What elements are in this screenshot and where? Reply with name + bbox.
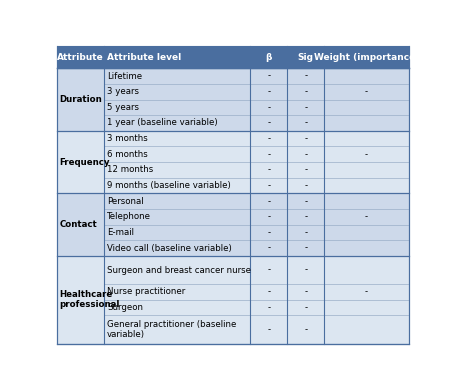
Text: Sig: Sig [298,53,314,62]
Text: Attribute: Attribute [57,53,104,62]
Text: -: - [304,181,307,190]
Text: -: - [304,228,307,237]
Bar [57,225,409,240]
Text: 6 months: 6 months [107,150,148,159]
Text: 9 months (baseline variable): 9 months (baseline variable) [107,181,231,190]
Text: -: - [304,197,307,206]
Text: -: - [304,150,307,159]
Bar [57,100,409,115]
Text: 12 months: 12 months [107,165,153,174]
Text: Healthcare
professional: Healthcare professional [59,290,119,310]
Text: -: - [365,87,368,96]
Text: Frequency: Frequency [59,157,110,167]
Bar [57,300,409,315]
Bar [57,178,409,193]
Text: -: - [267,134,270,143]
Text: -: - [304,244,307,252]
Text: 3 years: 3 years [107,87,139,96]
Text: -: - [267,165,270,174]
Bar [57,68,409,84]
Bar [57,284,409,300]
Text: -: - [304,303,307,312]
Bar [57,131,409,146]
Text: Weight (importance): Weight (importance) [314,53,419,62]
Text: -: - [267,119,270,127]
Text: -: - [267,71,270,81]
Bar [57,240,409,256]
Text: -: - [304,87,307,96]
Text: Lifetime: Lifetime [107,71,142,81]
Text: -: - [267,181,270,190]
Text: -: - [267,228,270,237]
Text: -: - [304,165,307,174]
Text: -: - [267,325,270,334]
Bar [57,115,409,131]
Text: -: - [267,212,270,221]
Bar [57,315,409,344]
Text: Nurse practitioner: Nurse practitioner [107,288,185,296]
Text: -: - [304,103,307,112]
Text: -: - [267,266,270,274]
Text: General practitioner (baseline
variable): General practitioner (baseline variable) [107,320,237,339]
Text: -: - [304,119,307,127]
Text: Video call (baseline variable): Video call (baseline variable) [107,244,232,252]
Text: Surgeon: Surgeon [107,303,143,312]
Text: Personal: Personal [107,197,143,206]
Text: 5 years: 5 years [107,103,139,112]
Text: -: - [304,325,307,334]
Text: -: - [304,266,307,274]
Text: Attribute level: Attribute level [107,53,181,62]
Text: -: - [267,87,270,96]
Bar [57,209,409,225]
Text: -: - [365,150,368,159]
Text: -: - [267,288,270,296]
Text: -: - [304,71,307,81]
Text: -: - [267,197,270,206]
Text: -: - [365,212,368,221]
Bar [57,256,409,284]
Text: -: - [304,134,307,143]
Bar [57,162,409,178]
Text: 3 months: 3 months [107,134,148,143]
Text: -: - [267,244,270,252]
Text: -: - [267,303,270,312]
Text: -: - [267,103,270,112]
Bar [57,146,409,162]
Text: β: β [266,53,272,62]
Text: -: - [304,288,307,296]
Text: -: - [267,150,270,159]
Text: Surgeon and breast cancer nurse: Surgeon and breast cancer nurse [107,266,251,274]
Text: Duration: Duration [59,95,102,104]
Bar [57,84,409,100]
Text: E-mail: E-mail [107,228,134,237]
Bar [57,193,409,209]
Bar [57,46,409,68]
Text: Contact: Contact [59,220,97,229]
Text: -: - [365,288,368,296]
Text: 1 year (baseline variable): 1 year (baseline variable) [107,119,217,127]
Text: -: - [304,212,307,221]
Text: Telephone: Telephone [107,212,151,221]
